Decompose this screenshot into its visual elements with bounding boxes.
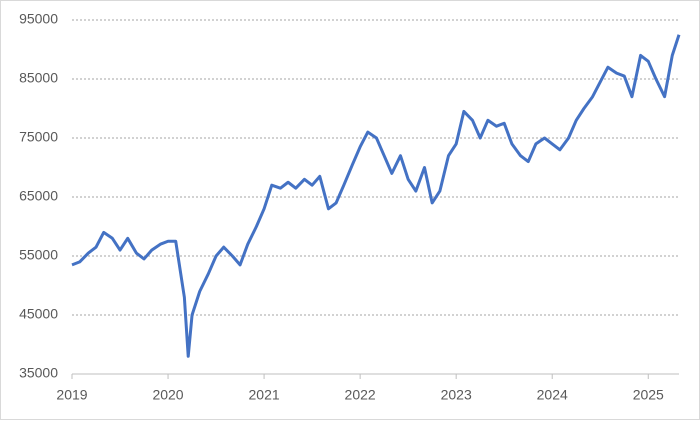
y-tick-label: 95000 — [19, 11, 58, 27]
x-tick-label: 2022 — [345, 387, 376, 403]
y-tick-label: 55000 — [19, 247, 58, 263]
x-tick-label: 2023 — [441, 387, 472, 403]
x-tick-label: 2019 — [56, 387, 87, 403]
y-tick-label: 35000 — [19, 365, 58, 381]
y-tick-label: 75000 — [19, 129, 58, 145]
y-tick-label: 65000 — [19, 188, 58, 204]
x-tick-label: 2020 — [152, 387, 183, 403]
line — [71, 34, 681, 358]
y-tick-label: 45000 — [19, 306, 58, 322]
y-tick-label: 85000 — [19, 70, 58, 86]
x-tick-label: 2021 — [249, 387, 280, 403]
x-tick-label: 2024 — [537, 387, 568, 403]
x-tick-label: 2025 — [633, 387, 664, 403]
